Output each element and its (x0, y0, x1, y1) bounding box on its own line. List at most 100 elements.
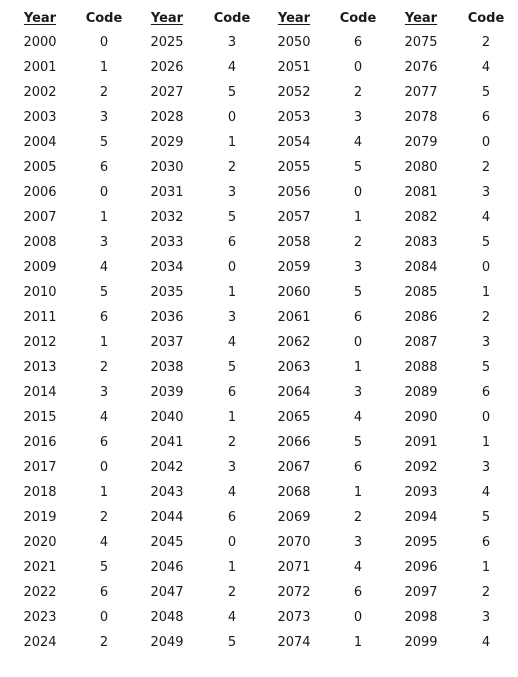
year-cell: 2050 (277, 35, 311, 50)
year-cell: 2060 (277, 285, 311, 300)
code-cell: 4 (353, 560, 363, 575)
year-cell: 2097 (404, 585, 438, 600)
code-cell: 2 (227, 585, 237, 600)
year-column-header: Year (150, 11, 184, 26)
code-cell: 2 (481, 310, 491, 325)
year-cell: 2058 (277, 235, 311, 250)
year-cell: 2018 (23, 485, 57, 500)
code-cell: 0 (353, 60, 363, 75)
code-cell: 2 (227, 160, 237, 175)
code-cell: 2 (227, 435, 237, 450)
code-cell: 6 (99, 435, 109, 450)
year-cell: 2029 (150, 135, 184, 150)
year-cell: 2047 (150, 585, 184, 600)
code-cell: 3 (99, 235, 109, 250)
year-cell: 2005 (23, 160, 57, 175)
year-cell: 2052 (277, 85, 311, 100)
code-cell: 6 (353, 35, 363, 50)
year-cell: 2084 (404, 260, 438, 275)
year-cell: 2039 (150, 385, 184, 400)
code-cell: 0 (481, 135, 491, 150)
code-cell: 1 (99, 210, 109, 225)
code-cell: 1 (353, 485, 363, 500)
code-cell: 3 (353, 385, 363, 400)
code-cell: 5 (227, 635, 237, 650)
year-cell: 2031 (150, 185, 184, 200)
year-cell: 2091 (404, 435, 438, 450)
code-cell: 4 (481, 60, 491, 75)
code-cell: 4 (227, 610, 237, 625)
code-cell: 3 (99, 385, 109, 400)
code-cell: 0 (99, 35, 109, 50)
code-cell: 2 (481, 585, 491, 600)
code-cell: 2 (481, 160, 491, 175)
year-cell: 2059 (277, 260, 311, 275)
code-cell: 1 (481, 285, 491, 300)
code-cell: 2 (353, 510, 363, 525)
year-cell: 2073 (277, 610, 311, 625)
year-cell: 2006 (23, 185, 57, 200)
year-cell: 2080 (404, 160, 438, 175)
code-cell: 5 (353, 285, 363, 300)
year-cell: 2028 (150, 110, 184, 125)
year-column-header: Year (277, 11, 311, 26)
code-cell: 3 (227, 185, 237, 200)
code-cell: 2 (353, 85, 363, 100)
year-cell: 2023 (23, 610, 57, 625)
code-cell: 1 (99, 335, 109, 350)
year-cell: 2074 (277, 635, 311, 650)
year-cell: 2003 (23, 110, 57, 125)
code-cell: 6 (481, 110, 491, 125)
year-cell: 2094 (404, 510, 438, 525)
year-cell: 2055 (277, 160, 311, 175)
year-cell: 2038 (150, 360, 184, 375)
code-cell: 1 (353, 210, 363, 225)
year-cell: 2048 (150, 610, 184, 625)
code-cell: 4 (481, 485, 491, 500)
year-cell: 2024 (23, 635, 57, 650)
year-cell: 2063 (277, 360, 311, 375)
year-cell: 2009 (23, 260, 57, 275)
code-cell: 0 (481, 260, 491, 275)
code-cell: 1 (227, 410, 237, 425)
year-cell: 2064 (277, 385, 311, 400)
year-cell: 2053 (277, 110, 311, 125)
code-cell: 3 (227, 35, 237, 50)
year-cell: 2066 (277, 435, 311, 450)
year-cell: 2092 (404, 460, 438, 475)
code-cell: 0 (227, 535, 237, 550)
year-cell: 2037 (150, 335, 184, 350)
code-cell: 4 (99, 260, 109, 275)
year-cell: 2025 (150, 35, 184, 50)
code-cell: 0 (99, 460, 109, 475)
year-cell: 2076 (404, 60, 438, 75)
year-cell: 2035 (150, 285, 184, 300)
year-cell: 2081 (404, 185, 438, 200)
year-cell: 2085 (404, 285, 438, 300)
year-cell: 2040 (150, 410, 184, 425)
year-cell: 2093 (404, 485, 438, 500)
year-cell: 2072 (277, 585, 311, 600)
year-column-header: Year (404, 11, 438, 26)
code-cell: 1 (227, 285, 237, 300)
code-cell: 2 (99, 510, 109, 525)
code-cell: 0 (481, 410, 491, 425)
year-cell: 2027 (150, 85, 184, 100)
year-cell: 2012 (23, 335, 57, 350)
year-cell: 2021 (23, 560, 57, 575)
year-cell: 2087 (404, 335, 438, 350)
code-cell: 3 (227, 460, 237, 475)
code-cell: 2 (353, 235, 363, 250)
code-cell: 6 (353, 585, 363, 600)
code-cell: 4 (227, 335, 237, 350)
code-cell: 5 (481, 510, 491, 525)
code-cell: 6 (227, 510, 237, 525)
year-cell: 2019 (23, 510, 57, 525)
year-cell: 2044 (150, 510, 184, 525)
year-cell: 2098 (404, 610, 438, 625)
code-cell: 5 (227, 85, 237, 100)
code-cell: 5 (99, 285, 109, 300)
year-cell: 2008 (23, 235, 57, 250)
year-cell: 2000 (23, 35, 57, 50)
year-cell: 2056 (277, 185, 311, 200)
